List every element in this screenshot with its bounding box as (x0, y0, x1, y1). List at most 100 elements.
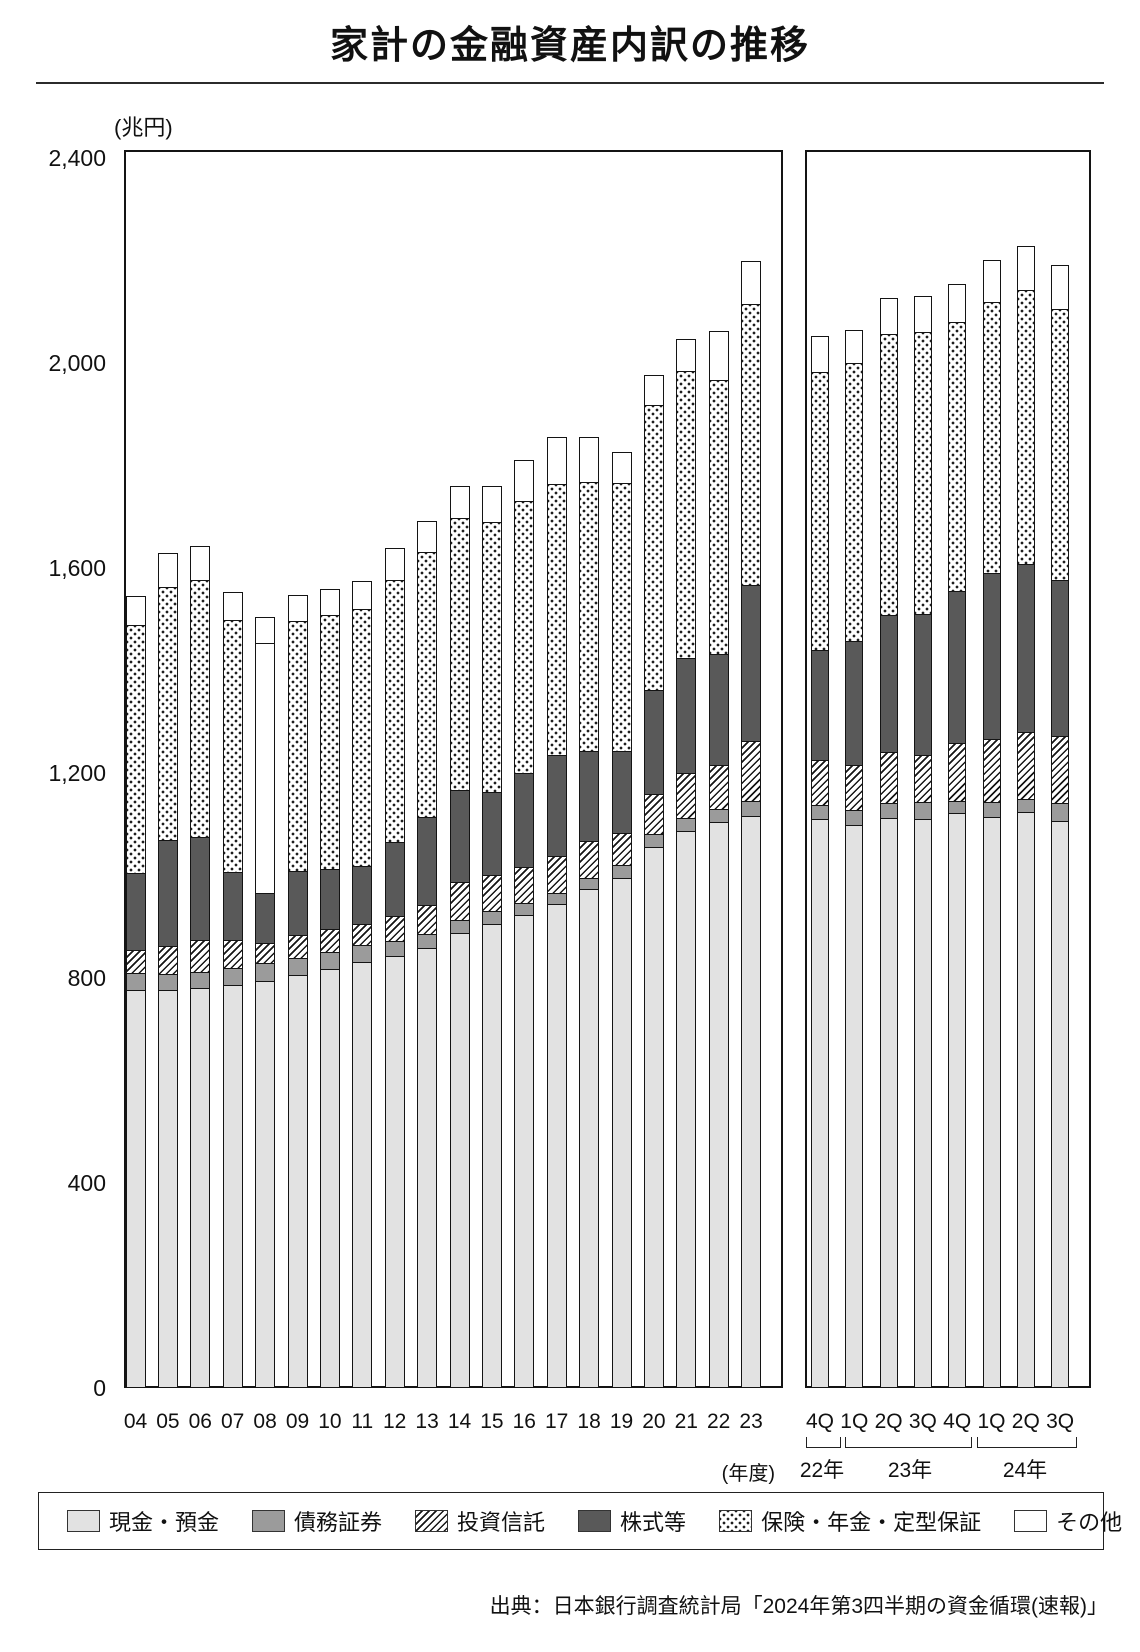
segment-trusts-quarterly-4Q (949, 743, 966, 801)
y-tick-1600: 1,600 (48, 555, 106, 581)
x-label-fy-10: 14 (447, 1410, 472, 1433)
y-tick-400: 400 (67, 1170, 106, 1196)
segment-bonds-fy-16 (515, 902, 534, 915)
bar-quarterly-3Q-7 (1051, 265, 1070, 1388)
segment-bonds-fy-14 (450, 919, 469, 933)
segment-cash-quarterly-3Q (1052, 820, 1069, 1387)
legend-label-cash: 現金・預金 (109, 1510, 220, 1535)
segment-other-fy-15 (482, 487, 501, 523)
segment-bonds-quarterly-3Q (1052, 803, 1069, 821)
x-label-fy-0: 04 (123, 1410, 148, 1433)
segment-insurance-quarterly-1Q (846, 362, 863, 641)
x-label-fy-11: 15 (480, 1410, 504, 1433)
x-label-fy-1: 05 (156, 1410, 180, 1433)
segment-insurance-fy-13 (418, 551, 437, 818)
segment-trusts-quarterly-1Q (983, 738, 1000, 803)
segment-insurance-fy-06 (191, 580, 210, 837)
segment-other-fy-17 (547, 438, 566, 484)
segment-bonds-quarterly-3Q (914, 802, 931, 820)
segment-equities-quarterly-3Q (1052, 580, 1069, 737)
y-tick-1200: 1,200 (48, 760, 106, 786)
segment-cash-fy-09 (288, 975, 307, 1387)
group-label-24: 24年 (1002, 1459, 1048, 1482)
segment-cash-fy-07 (223, 984, 242, 1387)
segment-insurance-fy-20 (644, 405, 663, 690)
segment-equities-fy-12 (385, 841, 404, 916)
bar-fy-23-19 (741, 261, 762, 1388)
x-label-fy-17: 21 (674, 1410, 698, 1433)
segment-insurance-fy-21 (677, 370, 696, 658)
segment-insurance-quarterly-4Q (949, 321, 966, 592)
segment-insurance-fy-19 (612, 482, 631, 751)
segment-trusts-fy-16 (515, 866, 534, 903)
segment-bonds-fy-09 (288, 957, 307, 976)
segment-insurance-fy-16 (515, 500, 534, 773)
segment-cash-fy-16 (515, 914, 534, 1387)
segment-trusts-fy-21 (677, 773, 696, 819)
x-label-fy-4: 08 (253, 1410, 277, 1433)
segment-bonds-fy-11 (353, 945, 372, 962)
segment-other-fy-22 (709, 332, 728, 380)
bar-fy-06-2 (190, 546, 211, 1388)
segment-other-fy-04 (126, 597, 145, 626)
y-tick-0: 0 (93, 1375, 106, 1401)
x-label-fy-18: 22 (707, 1410, 731, 1433)
segment-insurance-fy-07 (223, 619, 242, 872)
bar-quarterly-4Q-4 (948, 284, 967, 1388)
segment-other-quarterly-1Q (983, 261, 1000, 302)
segment-equities-fy-13 (418, 817, 437, 906)
legend-item-other: その他 (1014, 1505, 1122, 1537)
x-label-quarterly-1: 1Q (840, 1410, 869, 1433)
segment-other-fy-18 (580, 438, 599, 482)
bar-fy-04-0 (125, 596, 146, 1388)
segment-bonds-fy-22 (709, 808, 728, 823)
segment-cash-fy-08 (256, 980, 275, 1387)
segment-bonds-fy-08 (256, 962, 275, 981)
segment-trusts-fy-06 (191, 940, 210, 973)
x-label-fy-6: 10 (318, 1410, 342, 1433)
segment-trusts-fy-20 (644, 794, 663, 835)
segment-equities-fy-18 (580, 750, 599, 841)
segment-cash-fy-11 (353, 961, 372, 1387)
x-label-quarterly-7: 3Q (1046, 1410, 1075, 1433)
y-tick-800: 800 (67, 965, 106, 991)
segment-insurance-quarterly-1Q (983, 302, 1000, 573)
segment-bonds-fy-12 (385, 940, 404, 957)
segment-bonds-fy-19 (612, 865, 631, 878)
x-label-quarterly-5: 1Q (977, 1410, 1006, 1433)
bar-quarterly-1Q-1 (845, 330, 864, 1388)
bar-fy-15-11 (481, 486, 502, 1388)
segment-trusts-fy-15 (482, 875, 501, 911)
segment-other-quarterly-4Q (812, 337, 828, 372)
segment-other-fy-12 (385, 549, 404, 581)
legend-label-insurance: 保険・年金・定型保証 (761, 1510, 982, 1535)
x-label-fy-16: 20 (642, 1410, 666, 1433)
segment-equities-fy-14 (450, 789, 469, 883)
segment-equities-fy-20 (644, 689, 663, 795)
segment-other-fy-21 (677, 340, 696, 371)
segment-equities-quarterly-3Q (914, 613, 931, 755)
segment-other-fy-05 (158, 554, 177, 588)
segment-cash-quarterly-1Q (846, 825, 863, 1387)
segment-equities-quarterly-2Q (880, 614, 897, 752)
segment-other-fy-06 (191, 547, 210, 581)
segment-equities-fy-05 (158, 840, 177, 946)
segment-insurance-quarterly-3Q (1052, 308, 1069, 581)
segment-bonds-fy-20 (644, 834, 663, 847)
other-swatch-icon (1014, 1510, 1048, 1532)
segment-other-fy-14 (450, 487, 469, 519)
segment-bonds-fy-21 (677, 818, 696, 832)
segment-trusts-quarterly-3Q (1052, 736, 1069, 804)
group-label-22: 22年 (799, 1459, 845, 1482)
segment-insurance-fy-08 (256, 643, 275, 894)
segment-cash-quarterly-4Q (949, 812, 966, 1387)
segment-cash-fy-10 (320, 968, 339, 1387)
segment-cash-fy-23 (742, 815, 761, 1387)
segment-other-fy-13 (418, 522, 437, 552)
bar-fy-16-12 (514, 460, 535, 1388)
segment-bonds-fy-05 (158, 974, 177, 990)
segment-cash-fy-04 (126, 989, 145, 1387)
segment-bonds-fy-17 (547, 893, 566, 905)
segment-equities-quarterly-1Q (846, 640, 863, 766)
segment-trusts-quarterly-2Q (1017, 731, 1034, 800)
